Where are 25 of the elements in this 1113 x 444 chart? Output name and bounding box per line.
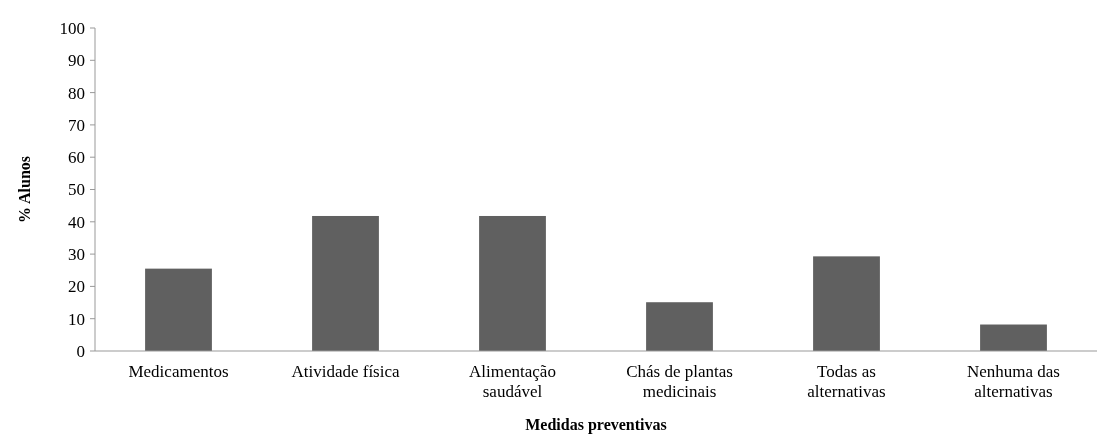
y-tick-label: 30 xyxy=(68,245,85,265)
y-tick-label: 100 xyxy=(59,18,85,38)
bar xyxy=(980,324,1047,351)
bar xyxy=(145,268,212,351)
bar xyxy=(646,302,713,351)
y-tick-label: 70 xyxy=(68,115,85,135)
y-tick-label: 0 xyxy=(76,341,85,361)
y-tick-label: 50 xyxy=(68,180,85,200)
x-tick-label: Chás de plantas medicinais xyxy=(626,362,733,401)
bar xyxy=(479,215,546,351)
y-tick-label: 80 xyxy=(68,83,85,103)
bar xyxy=(813,256,880,351)
x-tick-label: Todas as alternativas xyxy=(807,362,886,401)
bar xyxy=(312,215,379,351)
y-tick-label: 20 xyxy=(68,277,85,297)
x-tick-label: Nenhuma das alternativas xyxy=(966,362,1061,401)
x-axis-title: Medidas preventivas xyxy=(525,416,667,434)
y-axis-title: % Alunos xyxy=(16,155,33,224)
y-tick-label: 60 xyxy=(68,148,85,168)
y-tick-label: 10 xyxy=(68,309,85,329)
x-tick-label: Medicamentos xyxy=(128,362,229,381)
y-tick-label: 40 xyxy=(68,212,85,232)
x-tick-label: Atividade física xyxy=(291,362,400,381)
x-tick-label: Alimentação saudável xyxy=(469,362,556,401)
y-tick-label: 90 xyxy=(68,51,85,71)
